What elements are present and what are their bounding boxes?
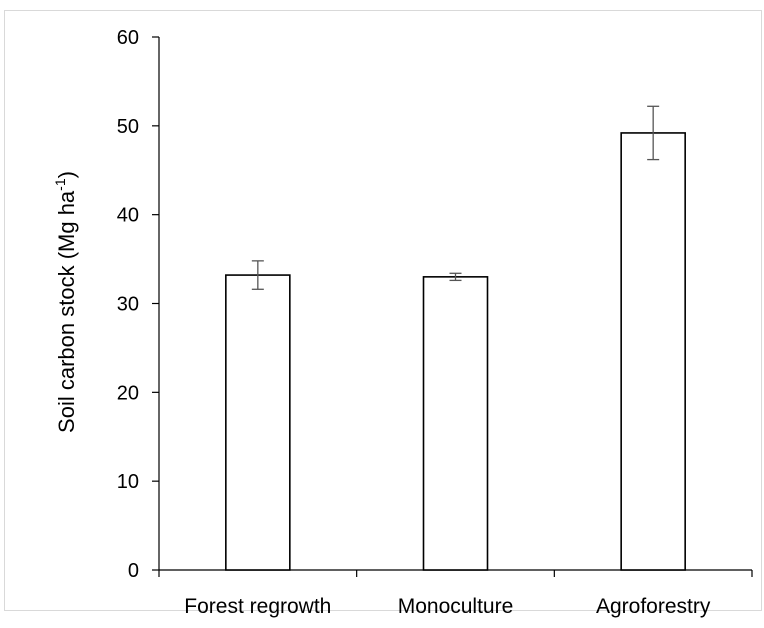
y-axis-title-superscript: -1 <box>52 178 68 191</box>
y-tick-label: 10 <box>117 471 139 493</box>
y-tick-label: 20 <box>117 382 139 404</box>
y-axis-title-suffix: ) <box>54 171 79 178</box>
x-tick-label: Forest regrowth <box>184 595 331 618</box>
x-tick-label: Monoculture <box>398 595 514 618</box>
y-tick-label: 60 <box>117 27 139 49</box>
y-axis-title: Soil carbon stock (Mg ha-1) <box>52 171 79 433</box>
y-tick-label: 50 <box>117 116 139 138</box>
bar <box>620 132 686 571</box>
y-tick-label: 30 <box>117 294 139 316</box>
y-tick-label: 0 <box>128 560 139 582</box>
bar <box>225 274 291 571</box>
x-tick-label: Agroforestry <box>596 595 711 618</box>
bar <box>422 276 489 571</box>
y-axis-title-main: Soil carbon stock (Mg ha <box>54 190 79 433</box>
y-tick-label: 40 <box>117 205 139 227</box>
plot-area: 0 10 20 30 40 50 60 Forest regrowth Monoculture A… <box>117 27 753 618</box>
